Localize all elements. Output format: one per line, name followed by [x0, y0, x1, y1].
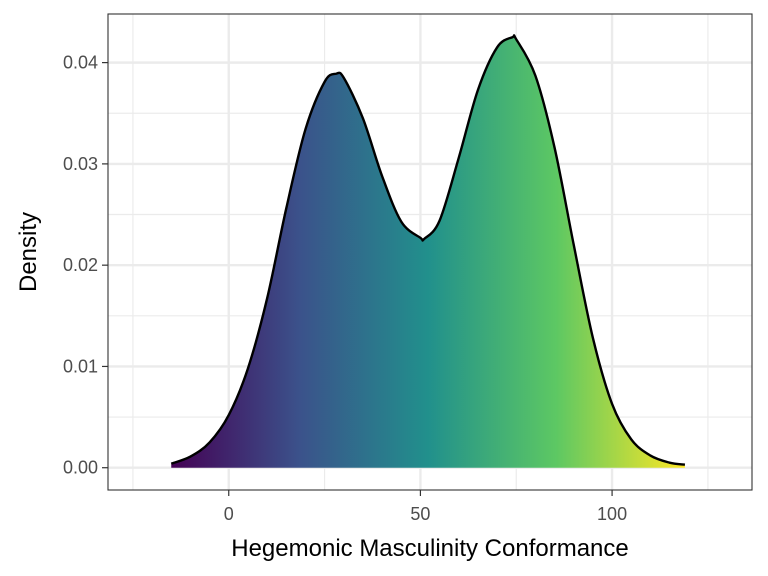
- x-tick-label: 0: [224, 504, 234, 524]
- plot-area: [170, 34, 686, 468]
- x-axis-title: Hegemonic Masculinity Conformance: [231, 535, 629, 562]
- axes: 0 50 100 0.00 0.01 0.02 0.03 0.04: [63, 53, 627, 524]
- x-tick-label: 100: [597, 504, 627, 524]
- y-tick-label: 0.04: [63, 53, 98, 73]
- density-area: [171, 35, 685, 468]
- x-tick-label: 50: [410, 504, 430, 524]
- y-tick-label: 0.03: [63, 154, 98, 174]
- panel-border: [107, 13, 753, 491]
- y-axis-title: Density: [15, 212, 42, 292]
- density-line: [170, 34, 686, 466]
- y-tick-label: 0.00: [63, 458, 98, 478]
- y-tick-label: 0.01: [63, 356, 98, 376]
- y-tick-label: 0.02: [63, 255, 98, 275]
